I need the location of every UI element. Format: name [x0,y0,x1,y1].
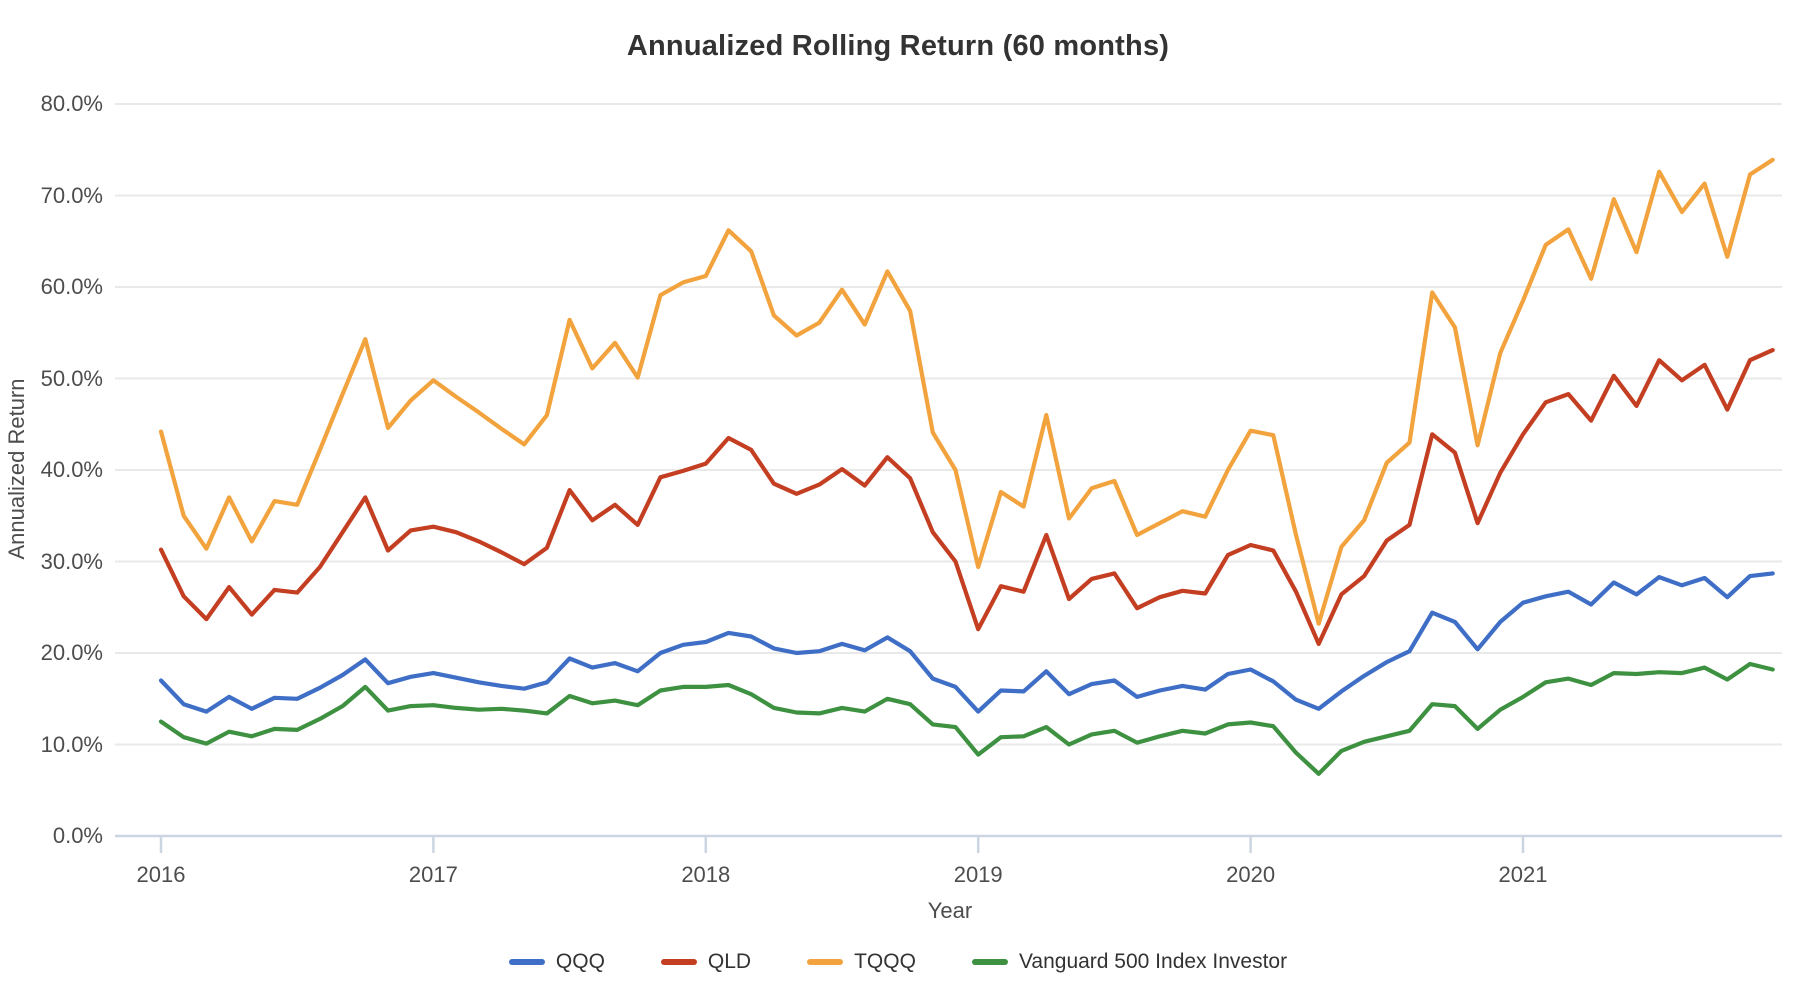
x-tick-label: 2018 [681,862,731,887]
series-line-qqq[interactable] [158,571,1775,714]
series-line-vanguard-500-index-investor[interactable] [158,661,1775,776]
y-tick-label: 70.0% [40,182,103,208]
legend-label: Vanguard 500 Index Investor [1018,950,1288,973]
legend-label: QLD [707,950,752,973]
y-tick-label: 80.0% [40,91,103,116]
y-tick-label: 10.0% [40,731,103,757]
x-tick-label: 2020 [1226,862,1276,887]
legend-swatch-vanguard-500-index-investor [971,959,1008,965]
legend-swatch-qld [660,959,697,965]
legend-swatch-tqqq [807,959,844,965]
legend-item-qld: QLD [660,950,752,974]
y-tick-label: 60.0% [40,274,103,299]
x-axis-title: Year [927,898,973,923]
legend-label: QQQ [555,950,605,973]
y-tick-label: 20.0% [40,640,103,665]
series-line-qld[interactable] [158,348,1775,647]
y-tick-label: 50.0% [40,365,103,391]
legend-item-qqq: QQQ [508,950,605,974]
y-tick-label: 30.0% [40,548,103,574]
x-tick-label: 2016 [136,862,186,887]
y-tick-label: 0.0% [52,823,103,848]
x-tick-label: 2017 [408,862,458,887]
x-tick-label: 2021 [1498,862,1548,887]
legend-swatch-qqq [508,959,545,965]
legend-label: TQQQ [854,950,916,973]
chart-title: Annualized Rolling Return (60 months) [626,30,1170,62]
legend-item-vanguard-500-index-investor: Vanguard 500 Index Investor [971,950,1288,974]
y-tick-label: 40.0% [40,457,103,482]
x-tick-label: 2019 [953,862,1003,887]
chart-legend: QQQ QLD TQQQ Vanguard 500 Index Investor [0,950,1796,974]
series-line-tqqq[interactable] [158,157,1775,626]
legend-item-tqqq: TQQQ [807,950,916,974]
